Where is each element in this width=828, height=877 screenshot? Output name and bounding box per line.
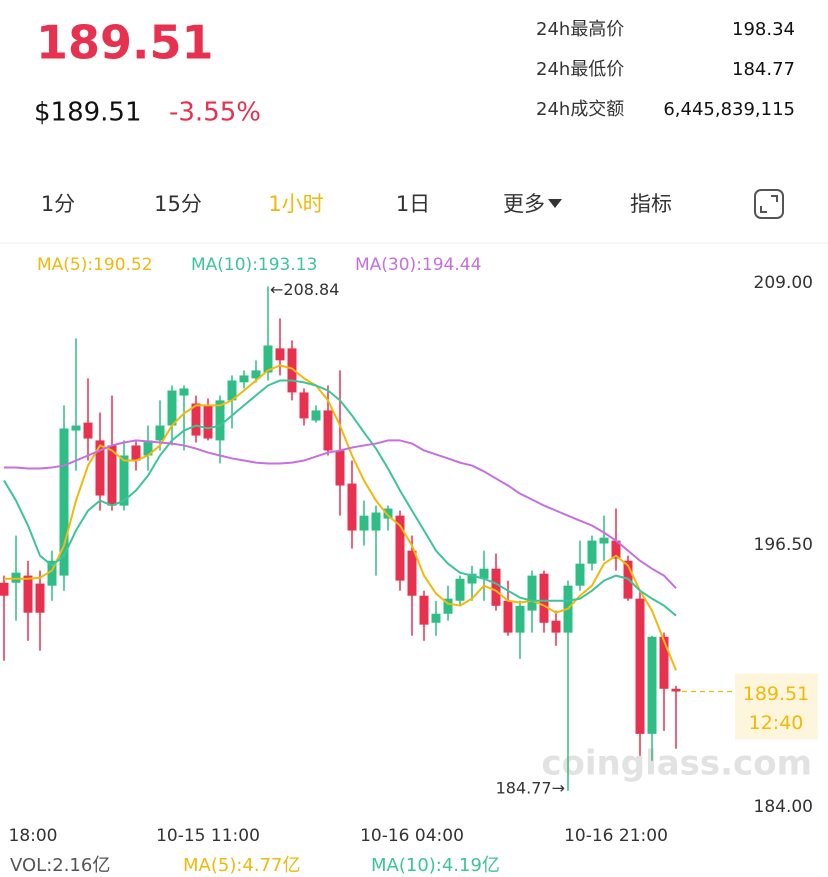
- ma-line: [4, 364, 677, 671]
- x-tick-label: 18:00: [9, 826, 58, 846]
- change-percent: -3.55%: [169, 98, 261, 128]
- y-tick-label: 209.00: [754, 273, 813, 293]
- high-annotation: ←208.84: [270, 280, 339, 299]
- y-tick-label: 196.50: [754, 535, 813, 555]
- candle-body: [659, 636, 669, 689]
- candle-body: [167, 390, 177, 426]
- candle-body: [551, 620, 561, 633]
- plot-area: 209.00 196.50 184.00 18:00 10-15 11:00 10-16 …: [0, 273, 818, 846]
- candle-body: [107, 445, 117, 506]
- candle-body: [191, 403, 201, 436]
- candle-body: [131, 445, 141, 461]
- candle-body: [431, 613, 441, 623]
- candle-body: [11, 572, 21, 583]
- candle-body: [59, 428, 69, 576]
- x-tick-label: 10-16 04:00: [360, 826, 464, 846]
- ma-legend: MA(10):193.13: [191, 255, 317, 275]
- stat-label: 24h最高价: [536, 19, 624, 40]
- last-price: 189.51: [36, 16, 214, 70]
- last-price-box: [735, 673, 818, 740]
- candle-body: [227, 380, 237, 401]
- candle-body: [611, 540, 621, 559]
- candle-body: [275, 348, 285, 361]
- y-tick-label: 184.00: [754, 797, 813, 817]
- candle-body: [383, 508, 393, 519]
- stat-value: 198.34: [732, 19, 795, 40]
- candle-body: [395, 515, 405, 581]
- candle-body: [23, 575, 33, 613]
- candle-body: [347, 483, 357, 531]
- candle-body: [443, 598, 453, 614]
- candle-body: [203, 405, 213, 439]
- candle-body: [647, 636, 657, 734]
- ma-line: [3, 379, 677, 617]
- candle-body: [515, 605, 525, 633]
- candle-body: [407, 550, 417, 596]
- candle-body: [539, 573, 549, 623]
- candle-body: [299, 392, 309, 419]
- candle-body: [491, 568, 501, 606]
- candle-body: [635, 598, 645, 734]
- candle-body: [179, 388, 189, 396]
- candle-body: [0, 582, 9, 596]
- candle-body: [47, 560, 57, 586]
- stat-label: 24h最低价: [536, 59, 624, 80]
- candle-body: [599, 537, 609, 544]
- candle-body: [311, 410, 321, 421]
- interval-tab[interactable]: 15分: [154, 192, 202, 216]
- interval-tab[interactable]: 1日: [396, 192, 430, 216]
- candle-body: [671, 688, 681, 692]
- candle-body: [215, 400, 225, 441]
- stat-label: 24h成交额: [536, 99, 624, 120]
- x-tick-label: 10-15 11:00: [156, 826, 260, 846]
- more-tab[interactable]: 更多: [503, 192, 545, 216]
- volume-ma5: MA(5):4.77亿: [183, 855, 300, 876]
- usd-price: $189.51: [34, 98, 142, 128]
- interval-tab-active[interactable]: 1小时: [268, 192, 323, 216]
- candle-body: [335, 450, 345, 486]
- candle-body: [287, 348, 297, 393]
- last-price-label: 189.51: [743, 683, 809, 705]
- low-annotation: 184.77→: [496, 778, 565, 797]
- candle-body: [527, 575, 537, 611]
- candle-body: [359, 515, 369, 531]
- candle-body: [239, 375, 249, 383]
- interval-tab[interactable]: 1分: [41, 192, 75, 216]
- stat-value: 184.77: [732, 59, 795, 80]
- watermark: coinglass.com: [541, 744, 812, 784]
- candle-body: [371, 512, 381, 531]
- candle-body: [251, 370, 261, 379]
- indicator-tab[interactable]: 指标: [630, 192, 672, 216]
- ma-legend: MA(5):190.52: [37, 255, 153, 275]
- candle-body: [575, 563, 585, 586]
- candle-body: [119, 455, 129, 506]
- candle-body: [587, 540, 597, 564]
- candle-body: [263, 345, 273, 373]
- stat-value: 6,445,839,115: [663, 99, 795, 120]
- candle-body: [143, 440, 153, 456]
- ma-line: [4, 439, 677, 589]
- candle-body: [419, 595, 429, 625]
- candle-body: [323, 410, 333, 451]
- volume-label: VOL:2.16亿: [10, 855, 110, 876]
- candle-body: [503, 600, 513, 633]
- countdown-label: 12:40: [749, 712, 804, 734]
- candle-body: [155, 425, 165, 441]
- fullscreen-icon[interactable]: [754, 189, 784, 219]
- candle-body: [95, 440, 105, 496]
- x-tick-label: 10-16 21:00: [564, 826, 668, 846]
- dropdown-arrow: [548, 199, 562, 208]
- candle-body: [455, 578, 465, 601]
- candle-body: [467, 573, 477, 584]
- ma-legend: MA(30):194.44: [355, 255, 481, 275]
- candle-body: [71, 425, 81, 431]
- candle-body: [35, 583, 45, 613]
- volume-ma10: MA(10):4.19亿: [371, 855, 500, 876]
- candle-body: [479, 568, 489, 579]
- candle-body: [83, 422, 93, 439]
